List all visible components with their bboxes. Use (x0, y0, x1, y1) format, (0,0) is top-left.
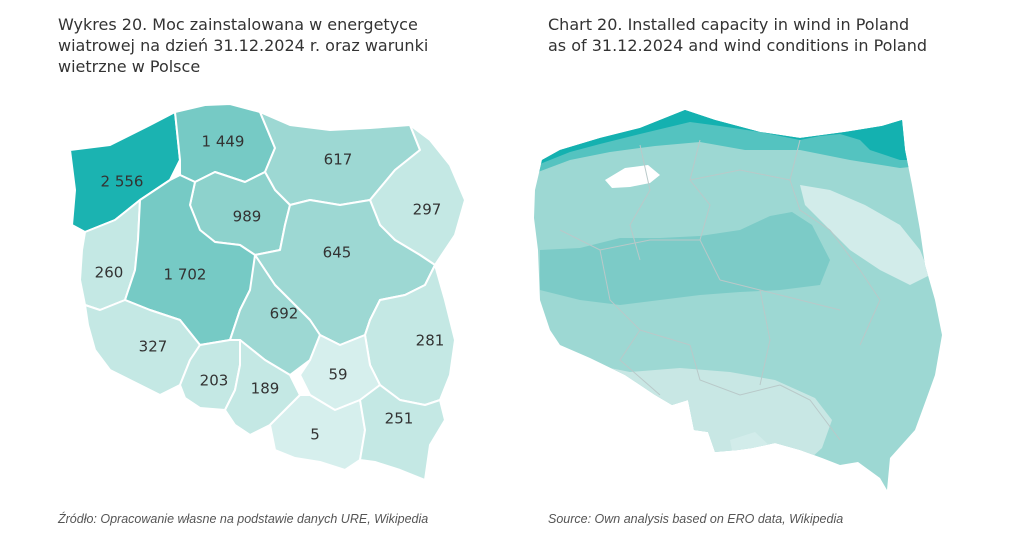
value-warminsko-mazurskie: 617 (324, 151, 353, 169)
title-en-line-1: Chart 20. Installed capacity in wind in … (548, 15, 910, 34)
value-pomorskie: 1 449 (202, 133, 245, 151)
region-slaskie (224, 339, 301, 436)
value-lubelskie: 281 (416, 332, 445, 350)
title-pl-line-2: wiatrowej na dzień 31.12.2024 r. oraz wa… (58, 36, 429, 55)
value-zachodniopomorskie: 2 556 (101, 173, 144, 191)
value-slaskie: 189 (251, 380, 280, 398)
value-podlaskie: 297 (413, 201, 442, 219)
chart-title-pl: Wykres 20. Moc zainstalowana w energetyc… (58, 14, 498, 77)
value-podkarpackie: 251 (385, 410, 414, 428)
value-lodzkie: 692 (270, 305, 299, 323)
value-malopolskie: 5 (310, 426, 320, 444)
value-swietokrzyskie: 59 (328, 366, 347, 384)
chart-title-en: Chart 20. Installed capacity in wind in … (548, 14, 988, 56)
region-podkarpackie (359, 384, 446, 481)
title-pl-line-1: Wykres 20. Moc zainstalowana w energetyc… (58, 15, 418, 34)
region-lodzkie (229, 254, 321, 376)
value-lubuskie: 260 (95, 264, 124, 282)
value-dolnoslaskie: 327 (139, 338, 168, 356)
wind-zone-east-light (800, 185, 930, 285)
wind-zone-vistula-lagoon (605, 165, 660, 188)
wind-map-admin-borders (559, 139, 881, 441)
source-note-pl: Źródło: Opracowanie własne na podstawie … (58, 512, 429, 526)
value-mazowieckie: 645 (323, 244, 352, 262)
value-opolskie: 203 (200, 372, 229, 390)
value-wielkopolskie: 1 702 (164, 266, 207, 284)
wind-zone-central-belt (540, 212, 830, 305)
title-pl-line-3: wietrzne w Polsce (58, 57, 201, 76)
source-note-en: Source: Own analysis based on ERO data, … (548, 512, 844, 526)
title-en-line-2: as of 31.12.2024 and wind conditions in … (548, 36, 928, 55)
value-kujawsko-pomorskie: 989 (233, 208, 262, 226)
wind-conditions-map (534, 110, 942, 490)
capacity-map: 2 556 1 449 617 297 989 260 1 702 645 69… (69, 103, 466, 481)
